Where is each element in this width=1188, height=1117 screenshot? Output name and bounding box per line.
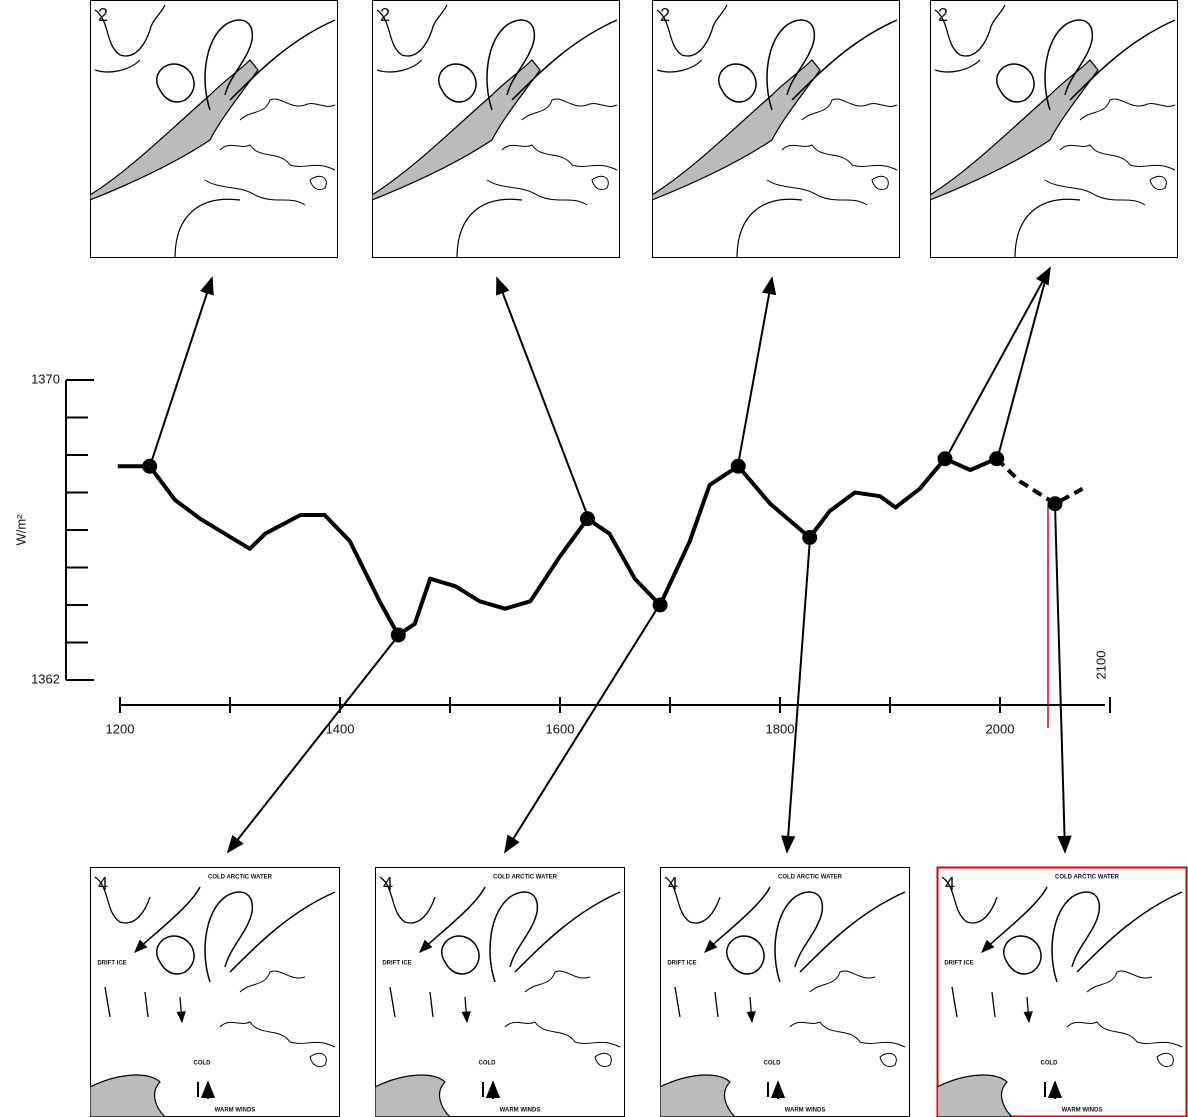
- arrow: [1054, 504, 1072, 854]
- y-tick-label: 1362: [31, 671, 60, 686]
- x-tick-label: 1400: [326, 721, 355, 736]
- data-point: [989, 451, 1005, 467]
- data-point: [652, 597, 668, 613]
- map-panel: 2: [372, 0, 620, 258]
- panel-number: 4: [945, 874, 955, 894]
- arrow: [226, 635, 399, 854]
- y-tick-label: 1370: [31, 371, 60, 386]
- map-panel: 4 COLD ARCTIC WATER DRIFT ICE COLD WARM WIND…: [90, 867, 340, 1117]
- map-note: COLD ARCTIC WATER: [208, 875, 273, 881]
- map-note: COLD: [194, 1061, 212, 1067]
- panel-number: 2: [380, 5, 390, 25]
- arrow: [149, 276, 214, 467]
- map-panel: 2: [652, 0, 900, 258]
- data-point: [1047, 496, 1063, 512]
- x-tick-label: 1200: [106, 721, 135, 736]
- map-note: WARM WINDS: [500, 1108, 541, 1114]
- map-panel: 2: [930, 0, 1178, 258]
- map-note: WARM WINDS: [1062, 1108, 1103, 1114]
- arrows: [149, 266, 1072, 854]
- panel-number: 4: [98, 874, 108, 894]
- map-panel: 4 COLD ARCTIC WATER DRIFT ICE COLD WARM WIND…: [375, 867, 625, 1117]
- data-point: [730, 458, 746, 474]
- panel-number: 2: [98, 5, 108, 25]
- data-point: [390, 627, 406, 643]
- map-note: DRIFT ICE: [667, 961, 696, 967]
- panel-number: 4: [668, 874, 678, 894]
- data-point: [937, 451, 953, 467]
- x-tick-label: 1600: [546, 721, 575, 736]
- arrow: [996, 269, 1049, 461]
- data-line: [117, 456, 998, 637]
- arrow: [496, 276, 589, 518]
- data-point: [580, 511, 595, 527]
- x-tick-label: 2000: [986, 721, 1015, 736]
- map-note: COLD ARCTIC WATER: [778, 875, 843, 881]
- map-note: WARM WINDS: [785, 1108, 826, 1114]
- arrow: [504, 603, 661, 854]
- data-point: [142, 458, 158, 474]
- data-line: [995, 457, 1084, 506]
- panel-number: 2: [660, 5, 670, 25]
- map-note: COLD: [479, 1061, 497, 1067]
- map-note: COLD: [764, 1061, 782, 1067]
- map-note: COLD ARCTIC WATER: [493, 875, 558, 881]
- map-note: WARM WINDS: [215, 1108, 256, 1114]
- arrow: [781, 537, 811, 854]
- map-note: COLD: [1041, 1061, 1059, 1067]
- map-note: DRIFT ICE: [944, 961, 973, 967]
- panel-number: 4: [383, 874, 393, 894]
- map-panel: 4 COLD ARCTIC WATER DRIFT ICE COLD WARM WIND…: [660, 867, 910, 1117]
- map-panel: 4 COLD ARCTIC WATER DRIFT ICE COLD WARM WIND…: [936, 866, 1188, 1117]
- x-tick-label: 2100: [1093, 651, 1108, 680]
- map-panel: 2: [90, 0, 338, 258]
- panel-number: 2: [938, 5, 948, 25]
- map-note: DRIFT ICE: [382, 961, 411, 967]
- data-point: [802, 530, 818, 545]
- map-note: DRIFT ICE: [97, 961, 126, 967]
- arrow: [944, 266, 1051, 461]
- map-note: COLD ARCTIC WATER: [1055, 875, 1120, 881]
- arrow: [737, 276, 777, 466]
- x-tick-label: 1800: [766, 721, 795, 736]
- y-axis-label: W/m²: [13, 514, 28, 546]
